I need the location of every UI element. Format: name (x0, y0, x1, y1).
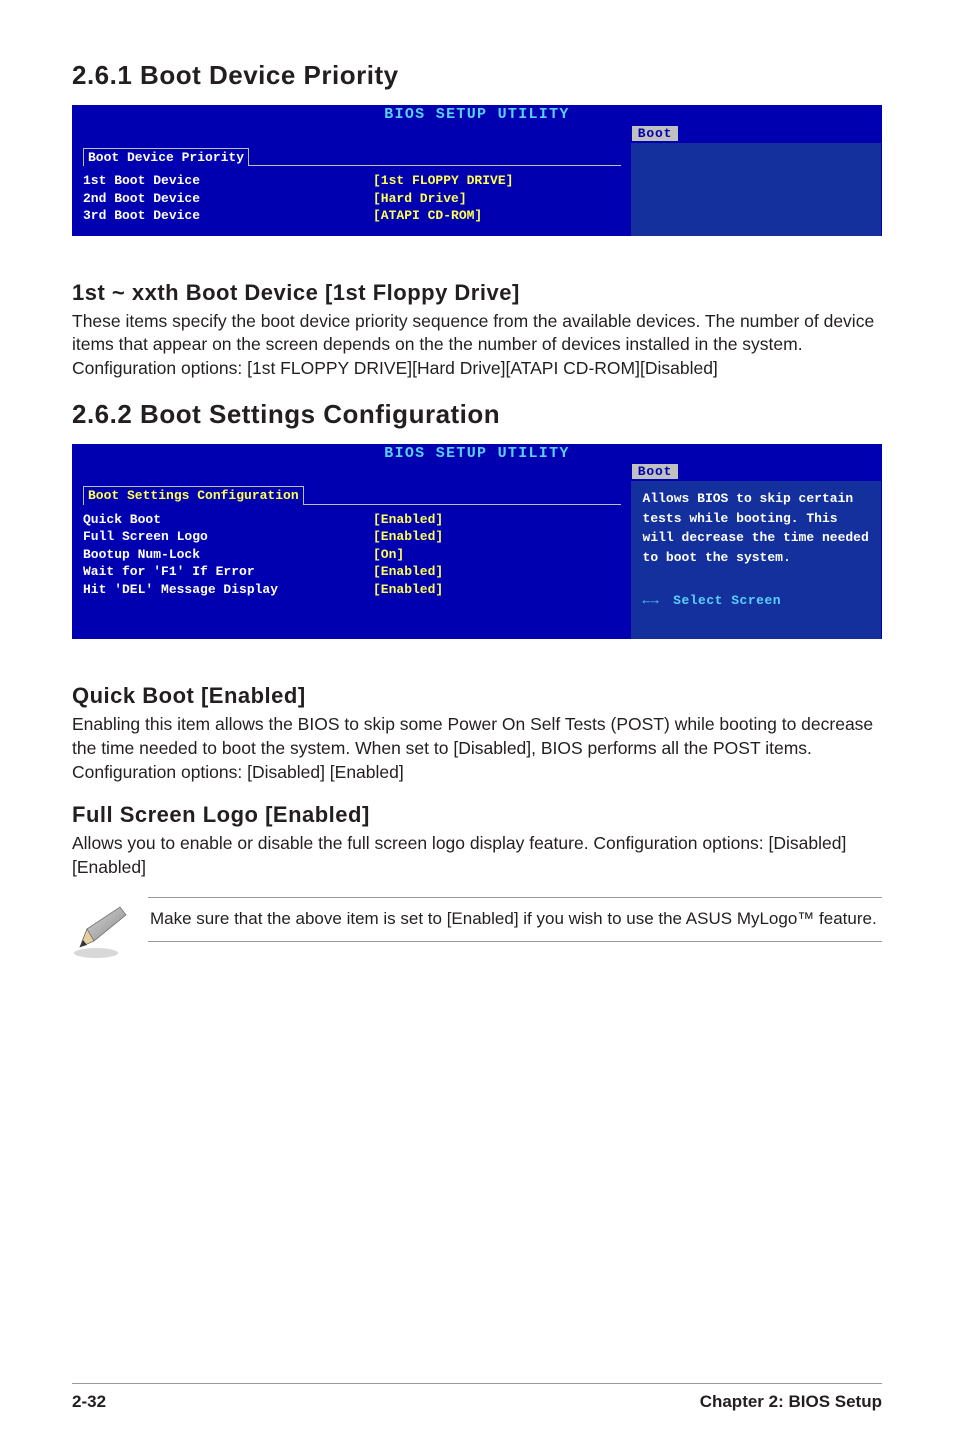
option-row: Wait for 'F1' If Error[Enabled] (83, 563, 621, 581)
bios-help-text: Allows BIOS to skip certain tests while … (643, 489, 869, 567)
bios-title-text: BIOS SETUP UTILITY (73, 107, 881, 124)
option-row: 2nd Boot Device [Hard Drive] (83, 190, 621, 208)
section-heading-262: 2.6.2 Boot Settings Configuration (72, 399, 882, 430)
paragraph: Enabling this item allows the BIOS to sk… (72, 713, 882, 784)
section-heading-261: 2.6.1 Boot Device Priority (72, 60, 882, 91)
bios-screenshot-boot-settings: BIOS SETUP UTILITY Boot Boot Settings Co… (72, 444, 882, 644)
bios-options-panel: Boot Device Priority 1st Boot Device [1s… (73, 143, 631, 239)
subheading-quick-boot: Quick Boot [Enabled] (72, 683, 882, 709)
chapter-label: Chapter 2: BIOS Setup (700, 1392, 882, 1412)
option-row: Hit 'DEL' Message Display[Enabled] (83, 581, 621, 599)
bios-nav-hint: ←→Select Screen (643, 591, 869, 611)
torn-edge (72, 236, 882, 262)
bios-menu-tab: Boot (632, 126, 678, 141)
bios-menu-tab: Boot (632, 464, 678, 479)
page-number: 2-32 (72, 1392, 106, 1412)
footer-divider (72, 1383, 882, 1384)
paragraph: These items specify the boot device prio… (72, 310, 882, 381)
arrows-icon: ←→ (643, 593, 660, 608)
option-row: Quick Boot[Enabled] (83, 511, 621, 529)
bios-help-panel: Allows BIOS to skip certain tests while … (631, 481, 881, 642)
panel-title: Boot Settings Configuration (83, 486, 304, 505)
note-text: Make sure that the above item is set to … (148, 897, 882, 942)
option-row: 3rd Boot Device [ATAPI CD-ROM] (83, 207, 621, 225)
option-row: Full Screen Logo[Enabled] (83, 528, 621, 546)
torn-edge (72, 639, 882, 665)
panel-title: Boot Device Priority (83, 148, 249, 167)
bios-help-panel (631, 143, 881, 239)
note-callout: Make sure that the above item is set to … (72, 897, 882, 964)
bios-header: BIOS SETUP UTILITY Boot (73, 445, 881, 482)
bios-header: BIOS SETUP UTILITY Boot (73, 106, 881, 143)
bios-options-panel: Boot Settings Configuration Quick Boot[E… (73, 481, 631, 642)
subheading-boot-device: 1st ~ xxth Boot Device [1st Floppy Drive… (72, 280, 882, 306)
page-footer: 2-32 Chapter 2: BIOS Setup (72, 1392, 882, 1412)
subheading-full-screen-logo: Full Screen Logo [Enabled] (72, 802, 882, 828)
bios-title-text: BIOS SETUP UTILITY (73, 446, 881, 463)
pencil-icon (72, 897, 130, 964)
option-row: Bootup Num-Lock[On] (83, 546, 621, 564)
option-row: 1st Boot Device [1st FLOPPY DRIVE] (83, 172, 621, 190)
bios-screenshot-boot-priority: BIOS SETUP UTILITY Boot Boot Device Prio… (72, 105, 882, 240)
paragraph: Allows you to enable or disable the full… (72, 832, 882, 879)
